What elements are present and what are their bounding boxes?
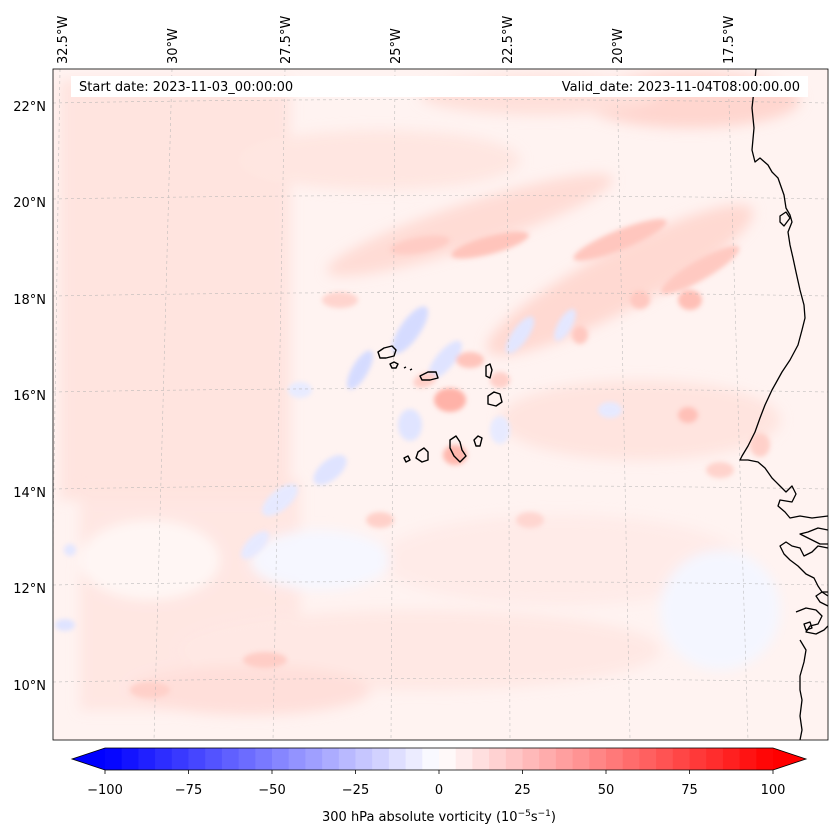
colorbar-bin	[155, 748, 173, 770]
colorbar-bin	[489, 748, 507, 770]
lon-label-20w: 20°W	[611, 28, 626, 64]
colorbar-bin	[505, 748, 524, 770]
colorbar-tick-label: −25	[342, 783, 369, 798]
colorbar-bin	[138, 748, 156, 770]
colorbar: −100 −75 −50 −25 0 25 50 75 100 300 hPa absolute…	[70, 747, 808, 825]
lat-label-22n: 22°N	[13, 100, 46, 115]
coastline-africa	[739, 69, 828, 740]
graticule	[53, 69, 828, 740]
lat-label-20n: 20°N	[13, 196, 46, 211]
vorticity-field-detail	[55, 219, 770, 698]
colorbar-bin	[472, 748, 490, 770]
latitude-labels: 22°N 20°N 18°N 16°N 14°N 12°N 10°N	[13, 100, 46, 694]
colorbar-bin	[105, 748, 123, 770]
colorbar-bin	[205, 748, 223, 770]
colorbar-extend-low	[72, 748, 105, 770]
lon-label-22-5w: 22.5°W	[501, 16, 516, 64]
colorbar-bin	[171, 748, 190, 770]
lat-label-14n: 14°N	[13, 486, 46, 501]
colorbar-bin	[388, 748, 407, 770]
lat-label-12n: 12°N	[13, 582, 46, 597]
colorbar-bin	[589, 748, 607, 770]
island-raso	[409, 368, 413, 371]
colorbar-bin	[756, 748, 774, 770]
colorbar-bin	[672, 748, 691, 770]
colorbar-bin	[522, 748, 540, 770]
colorbar-bin	[121, 748, 139, 770]
longitude-labels: 32.5°W 30°W 27.5°W 25°W 22.5°W 20°W 17.5…	[56, 16, 737, 64]
colorbar-tick-label: 50	[598, 783, 615, 798]
colorbar-tick-label: 0	[435, 783, 443, 798]
colorbar-bin	[439, 748, 457, 770]
colorbar-bin	[405, 748, 423, 770]
lat-label-10n: 10°N	[13, 679, 46, 694]
island-santiago	[449, 435, 467, 463]
island-sal	[485, 363, 493, 379]
colorbar-bin	[555, 748, 574, 770]
colorbar-bin	[238, 748, 256, 770]
island-santo-antao	[377, 345, 397, 359]
colorbar-ticks: −100 −75 −50 −25 0 25 50 75 100	[87, 770, 785, 798]
colorbar-tick-label: 100	[761, 783, 786, 798]
colorbar-bin	[622, 748, 640, 770]
island-fogo	[415, 447, 429, 463]
colorbar-tick-label: −100	[87, 783, 123, 798]
colorbar-bin	[272, 748, 290, 770]
colorbar-tick-label: −50	[258, 783, 285, 798]
colorbar-bins	[105, 748, 774, 770]
colorbar-tick-label: 75	[681, 783, 698, 798]
lon-label-17-5w: 17.5°W	[722, 16, 737, 64]
date-info-box: Start date: 2023-11-03_00:00:00 Valid_da…	[71, 76, 808, 97]
colorbar-bin	[606, 748, 624, 770]
lon-label-27-5w: 27.5°W	[279, 16, 294, 64]
colorbar-bin	[355, 748, 373, 770]
valid-date-label: Valid_date: 2023-11-04T08:00:00.00	[562, 80, 800, 95]
island-sao-vicente	[389, 361, 399, 369]
colorbar-bin	[372, 748, 390, 770]
lon-label-32-5w: 32.5°W	[56, 16, 71, 64]
colorbar-bin	[322, 748, 340, 770]
colorbar-extend-high	[773, 748, 806, 770]
colorbar-bin	[539, 748, 557, 770]
island-boa-vista	[487, 391, 503, 407]
colorbar-bin	[455, 748, 473, 770]
lat-label-16n: 16°N	[13, 389, 46, 404]
colorbar-tick-label: 25	[514, 783, 531, 798]
colorbar-bin	[255, 748, 273, 770]
colorbar-bin	[338, 748, 357, 770]
colorbar-bin	[706, 748, 724, 770]
colorbar-bin	[656, 748, 674, 770]
lat-label-18n: 18°N	[13, 293, 46, 308]
island-maio	[473, 435, 483, 447]
start-date-label: Start date: 2023-11-03_00:00:00	[79, 80, 293, 95]
colorbar-bin	[422, 748, 440, 770]
colorbar-bin	[572, 748, 590, 770]
colorbar-bin	[722, 748, 741, 770]
colorbar-bin	[639, 748, 657, 770]
lon-label-30w: 30°W	[166, 28, 181, 64]
island-brava	[403, 455, 411, 463]
island-sao-nicolau	[419, 371, 439, 381]
colorbar-bin	[288, 748, 306, 770]
colorbar-bin	[689, 748, 707, 770]
island-santa-luzia	[403, 366, 407, 369]
map-panel[interactable]: Start date: 2023-11-03_00:00:00 Valid_da…	[50, 69, 828, 740]
lon-label-25w: 25°W	[389, 28, 404, 64]
colorbar-bin	[221, 748, 240, 770]
colorbar-bin	[305, 748, 323, 770]
colorbar-label: 300 hPa absolute vorticity (10−5s−1)	[322, 809, 556, 825]
map-border	[52, 68, 829, 741]
cabo-verde-islands	[377, 345, 503, 463]
colorbar-tick-label: −75	[175, 783, 202, 798]
colorbar-bin	[188, 748, 206, 770]
info-box-background	[71, 76, 808, 97]
colorbar-bin	[739, 748, 757, 770]
